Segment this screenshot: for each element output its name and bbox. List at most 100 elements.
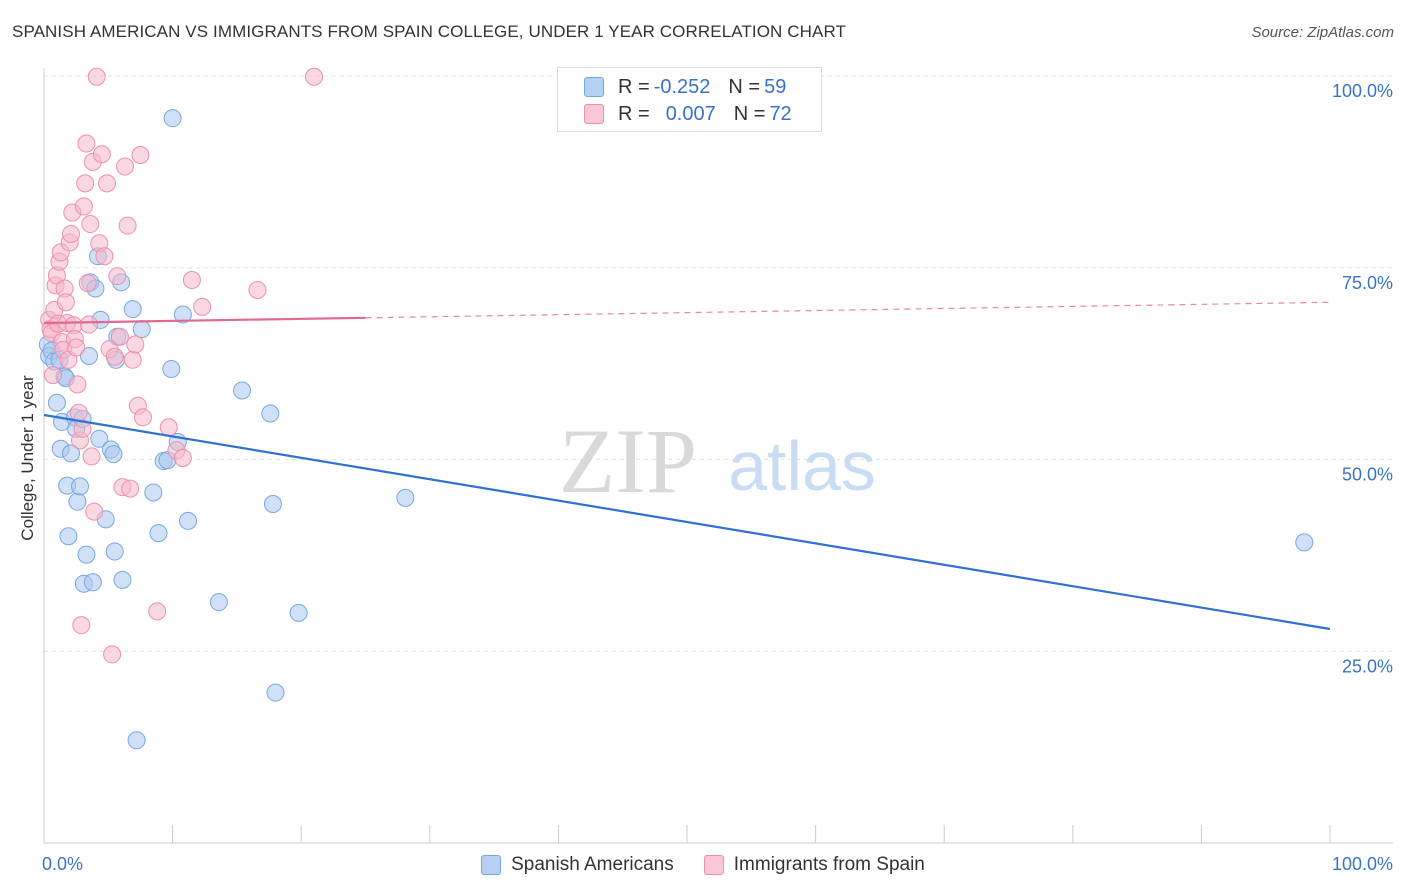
legend-row-spanish-americans: R = -0.252 N = 59 (584, 74, 786, 100)
immigrant-from-spain-point (103, 645, 122, 664)
watermark-zip: ZIP (559, 410, 697, 512)
spanish-american-point (179, 511, 198, 530)
legend-item-immigrants-from-spain: Immigrants from Spain (703, 854, 925, 876)
chart-title: SPANISH AMERICAN VS IMMIGRANTS FROM SPAI… (12, 22, 847, 41)
spanish-american-point (83, 573, 102, 592)
trend-line-extension (365, 301, 1331, 319)
immigrant-from-spain-point (68, 375, 87, 394)
y-tick-label: 100.0% (1332, 81, 1393, 101)
immigrant-from-spain-point (95, 247, 114, 266)
immigrant-from-spain-point (85, 502, 104, 521)
spanish-american-point (163, 109, 182, 128)
spanish-american-point (59, 527, 78, 546)
watermark-atlas: atlas (728, 427, 876, 505)
tick-labels: 25.0% 50.0% 75.0% 100.0% 0.0% 100.0% (42, 81, 1393, 874)
spanish-american-point (105, 542, 124, 561)
spanish-american-point (90, 429, 109, 448)
spanish-american-point (173, 305, 192, 324)
immigrant-from-spain-point (193, 297, 212, 316)
legend-item-spanish-americans: Spanish Americans (481, 854, 674, 876)
spanish-american-point (127, 731, 146, 750)
immigrant-from-spain-point (77, 134, 96, 153)
immigrant-from-spain-point (108, 267, 127, 286)
immigrant-from-spain-point (123, 350, 142, 369)
spanish-american-point (261, 404, 280, 423)
spanish-american-point (1295, 533, 1314, 552)
r-label: R = (618, 102, 650, 125)
spanish-american-point (71, 477, 90, 496)
n-label: N = (728, 75, 761, 98)
spanish-american-point (68, 492, 87, 511)
data-points (38, 67, 1314, 750)
immigrant-from-spain-point (98, 174, 117, 193)
immigrant-from-spain-point (74, 197, 93, 216)
trend-line (43, 413, 1331, 631)
legend-label: Spanish Americans (511, 854, 674, 875)
immigrant-from-spain-point (148, 602, 167, 621)
immigrant-from-spain-point (76, 174, 95, 193)
immigrant-from-spain-point (82, 447, 101, 466)
immigrant-from-spain-point (116, 157, 135, 176)
n-value: 72 (769, 102, 792, 125)
spanish-american-point (123, 300, 142, 319)
spanish-american-point (233, 381, 252, 400)
spanish-american-point (289, 603, 308, 622)
y-tick-label: 75.0% (1342, 273, 1393, 293)
spanish-american-point (132, 320, 151, 339)
immigrant-from-spain-point (305, 67, 324, 86)
legend-swatch-pink (703, 855, 724, 875)
immigrant-from-spain-point (182, 271, 201, 290)
watermark: ZIP atlas (559, 410, 876, 512)
legend-label: Immigrants from Spain (733, 854, 925, 875)
immigrant-from-spain-point (62, 225, 81, 244)
immigrant-from-spain-point (110, 327, 129, 346)
immigrant-from-spain-point (105, 347, 124, 366)
series-legend: Spanish Americans Immigrants from Spain (0, 852, 1406, 878)
n-value: 59 (764, 75, 787, 98)
source-label: Source: ZipAtlas.com (1251, 24, 1394, 41)
spanish-american-point (263, 494, 282, 513)
legend-swatch-pink (584, 104, 604, 124)
immigrant-from-spain-point (87, 67, 106, 86)
immigrant-from-spain-point (80, 315, 99, 334)
spanish-american-point (162, 359, 181, 378)
x-tick-label: 0.0% (42, 854, 83, 874)
legend-swatch-blue (481, 855, 502, 875)
immigrant-from-spain-point (56, 293, 75, 312)
gridlines (44, 75, 1393, 652)
spanish-american-point (149, 524, 168, 543)
spanish-american-point (209, 593, 228, 612)
r-value: -0.252 (653, 75, 711, 98)
immigrant-from-spain-point (92, 145, 111, 164)
legend-swatch-blue (584, 77, 604, 97)
legend-row-immigrants-from-spain: R = 0.007 N = 72 (584, 101, 792, 127)
trend-lines (43, 301, 1331, 631)
immigrant-from-spain-point (121, 479, 140, 498)
y-tick-label: 25.0% (1342, 656, 1393, 676)
immigrant-from-spain-point (248, 280, 267, 299)
r-value: 0.007 (665, 102, 716, 125)
immigrant-from-spain-point (126, 335, 145, 354)
immigrant-from-spain-point (131, 146, 150, 165)
spanish-american-point (396, 488, 415, 507)
trend-line (43, 316, 366, 325)
spanish-american-point (144, 483, 163, 502)
x-tick-label: 100.0% (1332, 854, 1393, 874)
spanish-american-point (266, 683, 285, 702)
immigrant-from-spain-point (69, 403, 88, 422)
r-label: R = (618, 75, 650, 98)
axes (43, 68, 1393, 844)
immigrant-from-spain-point (67, 338, 86, 357)
immigrant-from-spain-point (44, 366, 63, 385)
immigrant-from-spain-point (159, 418, 178, 437)
spanish-american-point (77, 545, 96, 564)
y-tick-label: 50.0% (1342, 465, 1393, 485)
spanish-american-point (113, 570, 132, 589)
n-label: N = (733, 102, 766, 125)
immigrant-from-spain-point (118, 216, 137, 235)
immigrant-from-spain-point (78, 274, 97, 293)
spanish-american-point (104, 445, 123, 464)
spanish-american-point (47, 393, 66, 412)
immigrant-from-spain-point (173, 448, 192, 467)
